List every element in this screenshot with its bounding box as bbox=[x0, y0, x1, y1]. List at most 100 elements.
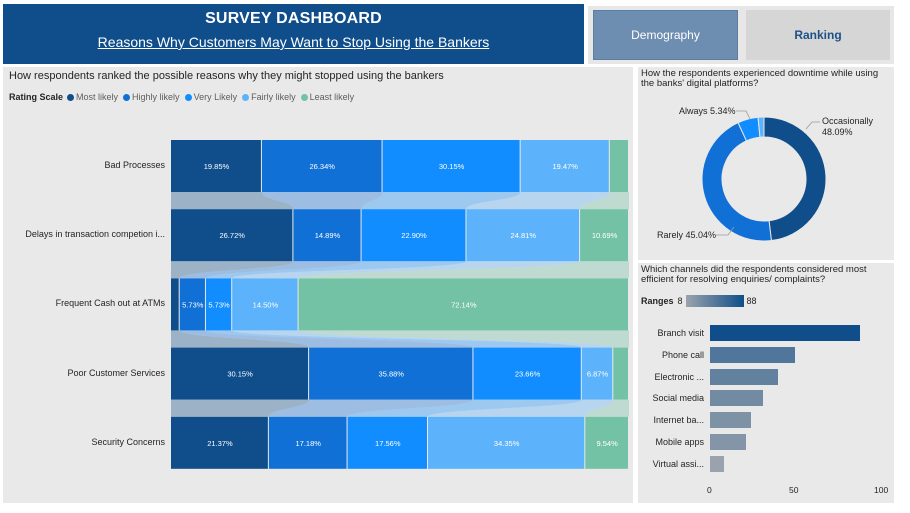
bar-segment[interactable] bbox=[520, 140, 609, 192]
donut-slice[interactable] bbox=[701, 122, 772, 242]
bar-segment[interactable] bbox=[171, 140, 261, 192]
donut-slice[interactable] bbox=[757, 116, 765, 138]
channel-label: Electronic ... bbox=[654, 371, 704, 382]
bar-segment[interactable] bbox=[581, 347, 613, 400]
bar-segment[interactable] bbox=[232, 278, 298, 331]
data-label: 35.88% bbox=[379, 370, 405, 379]
data-label: 21.37% bbox=[207, 439, 233, 448]
data-label: 26.34% bbox=[310, 162, 336, 171]
ribbon-connector bbox=[427, 399, 614, 417]
ribbon-connector bbox=[580, 192, 630, 210]
channel-bar[interactable] bbox=[710, 346, 795, 363]
bar-segment[interactable] bbox=[609, 140, 628, 192]
bar-segment[interactable] bbox=[171, 416, 268, 469]
legend-label: Fairly likely bbox=[251, 92, 296, 102]
bar-segment[interactable] bbox=[171, 209, 293, 262]
bar-segment[interactable] bbox=[613, 347, 628, 400]
data-label: 5.73% bbox=[208, 300, 230, 309]
legend-label: Most likely bbox=[76, 92, 119, 102]
always-label: Always 5.34% bbox=[679, 106, 736, 116]
occasionally-pct-label: 48.09% bbox=[822, 127, 853, 137]
channel-bar[interactable] bbox=[710, 412, 751, 429]
category-label: Poor Customer Services bbox=[67, 367, 165, 378]
ribbon-connector bbox=[171, 330, 310, 348]
x-axis-tick-0: 0 bbox=[707, 485, 712, 495]
channel-bar[interactable] bbox=[710, 390, 763, 407]
data-label: 34.35% bbox=[494, 439, 520, 448]
dashboard-header: SURVEY DASHBOARD Reasons Why Customers M… bbox=[3, 4, 584, 64]
channel-bar[interactable] bbox=[710, 368, 778, 385]
ranking-button[interactable]: Ranking bbox=[746, 10, 890, 60]
channels-bar-chart[interactable]: Which channels did the respondents consi… bbox=[638, 263, 894, 503]
bar-segment[interactable] bbox=[171, 278, 179, 331]
ribbon-connector bbox=[298, 330, 629, 348]
demography-button[interactable]: Demography bbox=[593, 10, 738, 60]
bar-segment[interactable] bbox=[585, 416, 628, 469]
data-label: 24.81% bbox=[511, 231, 537, 240]
legend-item-highly-likely[interactable]: Highly likely bbox=[123, 92, 180, 102]
data-label: 23.66% bbox=[515, 370, 541, 379]
ranking-chart-title: How respondents ranked the possible reas… bbox=[9, 70, 444, 82]
bar-segment[interactable] bbox=[205, 278, 232, 331]
category-label: Delays in transaction competion i... bbox=[25, 229, 165, 240]
range-max: 88 bbox=[746, 296, 757, 306]
category-label: Security Concerns bbox=[91, 436, 165, 447]
data-label: 30.15% bbox=[439, 162, 465, 171]
bar-segment[interactable] bbox=[466, 209, 580, 262]
channel-bar[interactable] bbox=[710, 455, 724, 472]
ranges-legend: Ranges 8 88 bbox=[641, 295, 757, 307]
legend-title: Rating Scale bbox=[9, 92, 64, 102]
dashboard-subtitle: Reasons Why Customers May Want to Stop U… bbox=[97, 34, 490, 50]
legend-dot-icon bbox=[300, 93, 308, 101]
channel-bar[interactable] bbox=[710, 434, 746, 450]
downtime-chart-title: How the respondents experienced downtime… bbox=[641, 68, 879, 89]
ribbon-connector bbox=[232, 261, 581, 279]
legend-dot-icon bbox=[242, 93, 250, 101]
leader-line bbox=[736, 110, 751, 120]
bar-segment[interactable] bbox=[347, 416, 427, 469]
data-label: 30.15% bbox=[227, 370, 253, 379]
channel-label: Branch visit bbox=[657, 328, 704, 338]
bar-segment[interactable] bbox=[309, 347, 473, 400]
legend-item-very-likely[interactable]: Very Likely bbox=[184, 92, 237, 102]
leader-line bbox=[805, 121, 820, 130]
bar-segment[interactable] bbox=[268, 416, 347, 469]
x-axis-tick-50: 50 bbox=[789, 485, 799, 495]
ranking-ribbon-chart[interactable]: How respondents ranked the possible reas… bbox=[3, 67, 633, 503]
channel-label: Mobile apps bbox=[655, 437, 704, 447]
channels-chart-title: Which channels did the respondents consi… bbox=[641, 264, 867, 285]
channel-bar[interactable] bbox=[710, 325, 860, 341]
data-label: 17.18% bbox=[295, 439, 321, 448]
ribbon-connector bbox=[261, 192, 383, 210]
rarely-label: Rarely 45.04% bbox=[657, 230, 717, 240]
ribbon-connector bbox=[232, 330, 614, 348]
legend-dot-icon bbox=[67, 93, 75, 101]
bar-segment[interactable] bbox=[580, 209, 629, 262]
donut-slice[interactable] bbox=[763, 116, 827, 242]
legend-item-fairly-likely[interactable]: Fairly likely bbox=[242, 92, 296, 102]
bar-segment[interactable] bbox=[261, 140, 382, 192]
category-label: Frequent Cash out at ATMs bbox=[55, 298, 165, 309]
bar-segment[interactable] bbox=[298, 278, 628, 331]
category-label: Bad Processes bbox=[104, 160, 165, 170]
data-label: 22.90% bbox=[401, 231, 427, 240]
bar-segment[interactable] bbox=[293, 209, 361, 262]
channel-label: Social media bbox=[652, 393, 704, 404]
ribbon-connector bbox=[171, 399, 310, 417]
channel-label: Phone call bbox=[661, 349, 704, 360]
bar-segment[interactable] bbox=[427, 416, 585, 469]
bar-segment[interactable] bbox=[382, 140, 520, 192]
bar-segment[interactable] bbox=[473, 347, 581, 400]
downtime-donut-chart[interactable]: How the respondents experienced downtime… bbox=[638, 67, 894, 260]
ribbon-connector bbox=[347, 399, 582, 417]
data-label: 72.14% bbox=[451, 300, 477, 309]
bar-segment[interactable] bbox=[179, 278, 205, 331]
legend-item-most-likely[interactable]: Most likely bbox=[67, 92, 118, 102]
bar-segment[interactable] bbox=[361, 209, 466, 262]
ribbon-connector bbox=[171, 261, 294, 279]
legend-label: Least likely bbox=[309, 92, 355, 102]
bar-segment[interactable] bbox=[171, 347, 309, 400]
range-min: 8 bbox=[677, 296, 683, 306]
legend-item-least-likely[interactable]: Least likely bbox=[300, 92, 355, 102]
dashboard-title: SURVEY DASHBOARD bbox=[205, 10, 382, 27]
